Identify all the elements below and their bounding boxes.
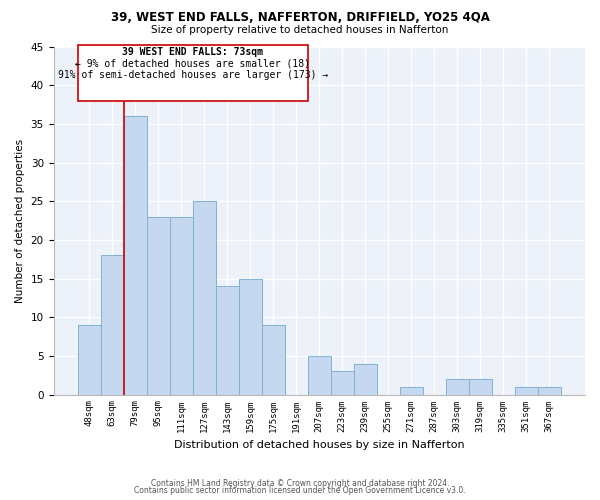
Bar [354, 364, 377, 394]
Bar [262, 325, 285, 394]
FancyBboxPatch shape [77, 45, 308, 100]
Text: 39, WEST END FALLS, NAFFERTON, DRIFFIELD, YO25 4QA: 39, WEST END FALLS, NAFFERTON, DRIFFIELD… [110, 11, 490, 24]
Bar [400, 387, 423, 394]
Bar [538, 387, 561, 394]
Text: Contains HM Land Registry data © Crown copyright and database right 2024.: Contains HM Land Registry data © Crown c… [151, 478, 449, 488]
Text: ← 9% of detached houses are smaller (18): ← 9% of detached houses are smaller (18) [75, 59, 310, 69]
Bar [193, 201, 216, 394]
Bar [124, 116, 147, 394]
Bar [147, 216, 170, 394]
Text: 91% of semi-detached houses are larger (173) →: 91% of semi-detached houses are larger (… [58, 70, 328, 81]
Bar [331, 372, 354, 394]
Bar [216, 286, 239, 395]
Text: Contains public sector information licensed under the Open Government Licence v3: Contains public sector information licen… [134, 486, 466, 495]
Bar [101, 256, 124, 394]
Bar [239, 278, 262, 394]
Bar [77, 325, 101, 394]
Text: 39 WEST END FALLS: 73sqm: 39 WEST END FALLS: 73sqm [122, 48, 263, 58]
Bar [308, 356, 331, 395]
Bar [446, 379, 469, 394]
Bar [515, 387, 538, 394]
Bar [469, 379, 492, 394]
Text: Size of property relative to detached houses in Nafferton: Size of property relative to detached ho… [151, 25, 449, 35]
X-axis label: Distribution of detached houses by size in Nafferton: Distribution of detached houses by size … [174, 440, 464, 450]
Y-axis label: Number of detached properties: Number of detached properties [15, 138, 25, 302]
Bar [170, 216, 193, 394]
